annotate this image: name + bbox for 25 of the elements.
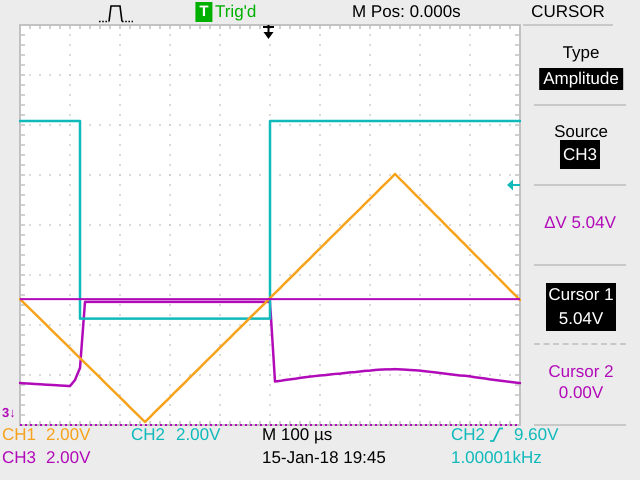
text: M Pos: 0.000s: [352, 2, 461, 22]
text: 2.00V: [46, 425, 90, 445]
text: 9.60V: [514, 425, 558, 445]
text: T: [195, 2, 213, 22]
text: 5.04V: [546, 307, 616, 331]
text: 2.00V: [176, 425, 220, 445]
text: ΔV 5.04V: [544, 213, 616, 233]
text: Type: [562, 43, 600, 63]
text: CH2: [451, 425, 486, 445]
text: Source: [554, 122, 608, 142]
text: 1.00001kHz: [451, 448, 542, 468]
text: CH3: [560, 140, 600, 169]
text: CH2: [131, 425, 166, 445]
text: CH1: [2, 425, 36, 445]
text: CH3: [2, 448, 36, 468]
text: Cursor 2: [548, 362, 614, 382]
text: 15-Jan-18 19:45: [262, 448, 386, 468]
text: CURSOR: [531, 2, 605, 22]
text: Cursor 1: [546, 283, 616, 307]
text: 0.00V: [558, 383, 604, 403]
text: 3↓: [2, 405, 16, 421]
text: Trig'd: [215, 2, 256, 22]
text: 2.00V: [46, 448, 90, 468]
text: Amplitude: [539, 68, 623, 90]
text: M 100 µs: [262, 425, 332, 445]
